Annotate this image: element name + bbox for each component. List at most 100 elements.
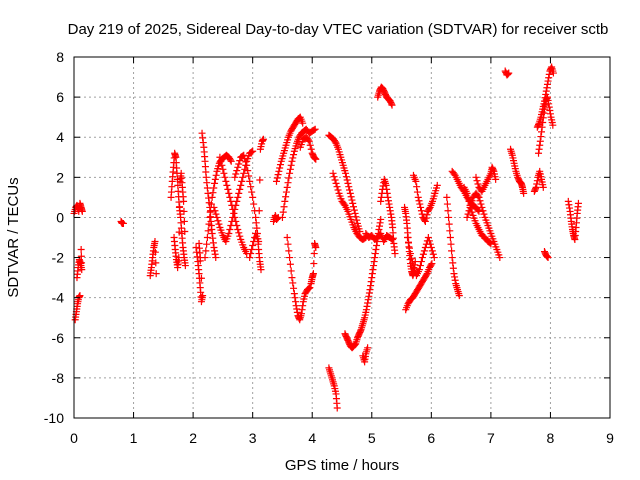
data-point [211,207,219,215]
data-point [279,208,287,216]
data-point [237,181,245,189]
data-point [257,266,265,274]
axis-ticks: 0 1 2 3 4 5 6 7 8 9 -10 -8 -6 -4 -2 0 2 4 6 8 [44,49,614,446]
data-point [455,292,463,300]
data-point [224,185,232,193]
plot-frame [73,56,611,419]
data-point [415,266,423,274]
data-point [306,284,314,292]
data-point [231,173,239,181]
y-axis-label: SDTVAR / TECUs [5,177,22,297]
data-point [480,210,488,218]
data-point [423,211,431,219]
x-axis-label: GPS time / hours [285,457,399,474]
data-point [244,167,252,175]
data-point [445,213,453,221]
data-point [255,238,263,246]
data-point [549,69,557,77]
data-point [474,180,482,188]
data-point [444,207,452,215]
data-point [406,250,414,258]
data-point [225,229,233,237]
y-tick-label: 8 [56,49,64,65]
data-point [283,183,291,191]
data-point [255,207,263,215]
data-point [283,234,291,241]
data-point [549,121,557,129]
data-point [180,197,188,205]
data-point [176,203,184,211]
data-point [478,203,486,211]
data-point [346,189,354,197]
data-point [249,242,257,250]
data-point [299,119,307,127]
data-point [448,247,456,255]
data-point [233,221,241,229]
grid [74,57,610,418]
data-point [78,266,86,274]
data-point [486,239,494,247]
data-point [427,261,435,269]
data-point [305,284,313,292]
data-point [285,174,293,182]
data-point [235,229,243,237]
data-point [427,244,435,252]
data-point [404,234,412,241]
data-point [475,207,483,215]
data-point [276,161,284,169]
data-point [288,274,296,282]
data-point [241,165,249,173]
data-point [232,170,240,178]
data-point [286,260,294,268]
data-point [282,193,290,201]
data-point [539,183,547,191]
data-point [233,197,241,205]
data-point [210,184,218,192]
data-point [364,344,372,352]
data-point [476,197,484,205]
data-points [70,63,582,412]
data-point [312,155,320,163]
data-point [333,404,341,412]
data-point [342,173,350,181]
data-point [77,252,85,260]
data-point [230,209,238,217]
y-tick-label: -10 [44,410,64,426]
data-point [238,177,246,185]
data-point [181,227,189,235]
data-point [413,183,421,191]
x-tick-label: 0 [70,430,78,446]
data-point [212,254,220,262]
data-point [416,262,424,270]
data-point [248,188,256,196]
data-point [351,209,359,217]
data-point [241,155,249,163]
data-point [467,200,475,208]
data-point [203,234,211,241]
x-tick-label: 8 [547,430,555,446]
data-point [310,260,318,268]
data-point [240,169,248,177]
data-point [280,203,288,211]
y-tick-label: -4 [52,290,65,306]
data-point [389,236,397,244]
data-point [119,219,127,227]
data-point [78,259,86,267]
data-point [223,181,231,189]
data-point [175,228,183,236]
data-point [407,254,415,262]
data-point [477,200,485,208]
y-tick-label: 4 [56,129,64,145]
data-point [174,181,182,189]
data-point [468,197,476,205]
data-point [235,160,243,168]
data-point [246,177,254,185]
data-point [256,176,264,184]
data-point [345,183,353,191]
data-point [420,247,428,255]
data-point [405,244,413,252]
data-point [353,216,361,224]
data-point [430,254,438,262]
data-point [227,157,235,165]
